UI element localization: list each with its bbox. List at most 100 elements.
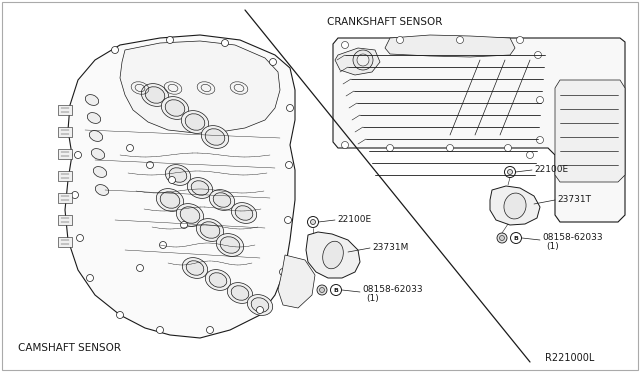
Circle shape: [159, 241, 166, 248]
Ellipse shape: [145, 87, 164, 103]
Ellipse shape: [85, 94, 99, 105]
Polygon shape: [58, 127, 72, 137]
Circle shape: [536, 137, 543, 144]
Circle shape: [447, 144, 454, 151]
Polygon shape: [58, 215, 72, 225]
Circle shape: [86, 275, 93, 282]
Text: 08158-62033: 08158-62033: [542, 234, 603, 243]
Polygon shape: [65, 35, 295, 338]
Circle shape: [168, 176, 175, 183]
Polygon shape: [335, 48, 380, 75]
Polygon shape: [333, 38, 625, 222]
Circle shape: [307, 217, 319, 228]
Polygon shape: [58, 149, 72, 159]
Polygon shape: [490, 186, 540, 225]
Ellipse shape: [205, 129, 225, 145]
Ellipse shape: [92, 148, 105, 160]
Ellipse shape: [252, 298, 269, 312]
Ellipse shape: [165, 100, 185, 116]
Circle shape: [330, 285, 342, 295]
Ellipse shape: [186, 261, 204, 275]
Polygon shape: [120, 41, 280, 133]
Circle shape: [357, 54, 369, 66]
Circle shape: [207, 327, 214, 334]
Circle shape: [269, 58, 276, 65]
Ellipse shape: [156, 189, 184, 211]
Text: 08158-62033: 08158-62033: [362, 285, 422, 295]
Ellipse shape: [182, 257, 208, 278]
Ellipse shape: [188, 177, 212, 198]
Ellipse shape: [191, 181, 209, 195]
Polygon shape: [58, 193, 72, 203]
Ellipse shape: [247, 295, 273, 315]
Circle shape: [285, 161, 292, 169]
Ellipse shape: [227, 283, 253, 304]
Circle shape: [508, 170, 513, 174]
Text: 22100E: 22100E: [337, 215, 371, 224]
Text: 23731M: 23731M: [372, 244, 408, 253]
Circle shape: [534, 51, 541, 58]
Circle shape: [504, 144, 511, 151]
Text: 23731T: 23731T: [557, 196, 591, 205]
Ellipse shape: [236, 206, 253, 220]
Polygon shape: [278, 255, 315, 308]
Circle shape: [511, 232, 522, 244]
Ellipse shape: [504, 193, 526, 219]
Circle shape: [280, 269, 287, 276]
Ellipse shape: [200, 222, 220, 238]
Circle shape: [456, 36, 463, 44]
Text: B: B: [513, 235, 518, 241]
Circle shape: [127, 144, 134, 151]
Circle shape: [342, 42, 349, 48]
Polygon shape: [306, 232, 360, 278]
Circle shape: [317, 285, 327, 295]
Circle shape: [387, 144, 394, 151]
Ellipse shape: [180, 207, 200, 223]
Polygon shape: [58, 237, 72, 247]
Ellipse shape: [323, 241, 343, 269]
Ellipse shape: [231, 286, 249, 300]
Ellipse shape: [169, 168, 187, 182]
Ellipse shape: [90, 131, 102, 141]
Circle shape: [72, 192, 79, 199]
Text: B: B: [333, 288, 339, 292]
Ellipse shape: [209, 190, 235, 211]
Circle shape: [136, 264, 143, 272]
Ellipse shape: [87, 113, 100, 124]
Ellipse shape: [165, 164, 191, 185]
Circle shape: [536, 96, 543, 103]
Circle shape: [504, 167, 515, 177]
Circle shape: [157, 327, 163, 334]
Circle shape: [397, 36, 403, 44]
Circle shape: [285, 217, 291, 224]
Polygon shape: [58, 171, 72, 181]
Ellipse shape: [231, 203, 257, 224]
Text: CRANKSHAFT SENSOR: CRANKSHAFT SENSOR: [327, 17, 442, 27]
Circle shape: [74, 151, 81, 158]
Circle shape: [77, 234, 83, 241]
Text: 22100E: 22100E: [534, 166, 568, 174]
Ellipse shape: [93, 167, 107, 177]
Ellipse shape: [205, 270, 230, 291]
Ellipse shape: [202, 126, 228, 148]
Circle shape: [499, 235, 504, 241]
Circle shape: [310, 219, 316, 224]
Ellipse shape: [95, 185, 109, 195]
Ellipse shape: [176, 203, 204, 227]
Circle shape: [342, 141, 349, 148]
Circle shape: [516, 36, 524, 44]
Circle shape: [353, 50, 373, 70]
Text: R221000L: R221000L: [545, 353, 595, 363]
Polygon shape: [555, 80, 625, 182]
Circle shape: [116, 311, 124, 318]
Ellipse shape: [181, 110, 209, 134]
Circle shape: [497, 233, 507, 243]
Circle shape: [111, 46, 118, 54]
Circle shape: [287, 105, 294, 112]
Ellipse shape: [160, 192, 180, 208]
Ellipse shape: [216, 234, 244, 256]
Polygon shape: [385, 35, 515, 57]
Text: CAMSHAFT SENSOR: CAMSHAFT SENSOR: [18, 343, 121, 353]
Ellipse shape: [196, 219, 224, 241]
Ellipse shape: [161, 97, 189, 119]
